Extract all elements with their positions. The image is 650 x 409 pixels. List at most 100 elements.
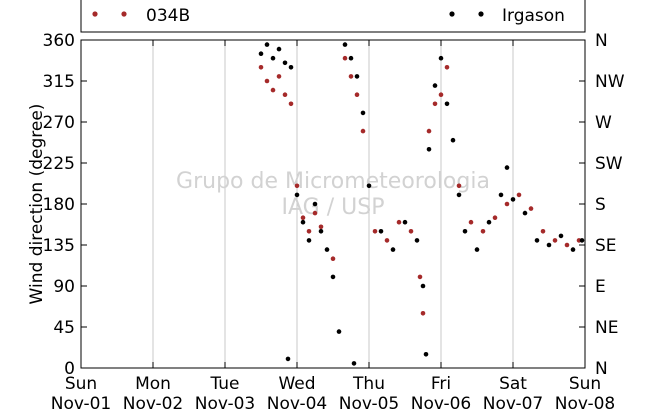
y2-tick-label: NW xyxy=(595,72,625,92)
y2-tick-label: S xyxy=(595,195,606,215)
y2-tick-label: SE xyxy=(595,236,617,256)
legend-marker-irgason xyxy=(449,11,455,17)
legend-box xyxy=(80,0,586,33)
point-irgason xyxy=(258,51,264,56)
y-tick-label: 90 xyxy=(53,277,75,297)
point-irgason xyxy=(522,210,528,216)
point-034b xyxy=(432,101,438,107)
point-034b xyxy=(468,219,474,225)
x-tick-date-label: Nov-05 xyxy=(339,394,400,409)
y2-tick-label: SW xyxy=(595,154,623,174)
x-tick-day-label: Sat xyxy=(499,374,527,394)
point-irgason xyxy=(351,361,357,366)
point-irgason xyxy=(456,192,462,198)
point-034b xyxy=(294,183,300,189)
point-034b xyxy=(438,92,444,97)
point-irgason xyxy=(318,229,324,234)
point-irgason xyxy=(390,247,396,252)
point-034b xyxy=(396,219,402,225)
point-irgason xyxy=(378,229,384,234)
point-irgason xyxy=(312,201,318,207)
point-034b xyxy=(444,65,450,70)
x-tick-day-label: Tue xyxy=(209,374,239,394)
point-irgason xyxy=(282,60,288,66)
point-034b xyxy=(564,242,570,248)
point-irgason xyxy=(270,55,276,61)
point-irgason xyxy=(285,356,291,362)
point-034b xyxy=(264,78,270,84)
x-tick-date-label: Nov-06 xyxy=(411,394,472,409)
point-irgason xyxy=(306,238,312,243)
point-irgason xyxy=(504,165,510,170)
point-irgason xyxy=(360,110,366,116)
y-tick-label: 315 xyxy=(43,72,75,92)
x-tick-date-label: Nov-08 xyxy=(555,394,616,409)
point-irgason xyxy=(534,238,540,243)
legend-label-irgason: Irgason xyxy=(502,6,565,26)
point-irgason xyxy=(498,192,504,198)
point-034b xyxy=(312,210,318,216)
x-tick-date-label: Nov-02 xyxy=(123,394,184,409)
legend-marker-034b xyxy=(121,11,127,17)
point-034b xyxy=(540,229,546,234)
y2-tick-label: NE xyxy=(595,318,618,338)
point-034b xyxy=(270,87,276,93)
y-tick-label: 0 xyxy=(64,359,75,379)
legend-label-034b: 034B xyxy=(146,6,190,26)
point-034b xyxy=(417,274,423,280)
point-034b xyxy=(282,92,288,97)
point-irgason xyxy=(366,183,372,189)
point-irgason xyxy=(336,329,342,334)
y2-tick-label: E xyxy=(595,277,606,297)
point-034b xyxy=(552,238,558,243)
point-034b xyxy=(408,229,414,234)
x-tick-day-label: Mon xyxy=(135,374,171,394)
x-tick-date-label: Nov-01 xyxy=(51,394,112,409)
point-irgason xyxy=(546,242,552,248)
x-tick-day-label: Thu xyxy=(352,374,385,394)
point-034b xyxy=(504,201,510,207)
point-034b xyxy=(258,65,264,70)
x-tick-day-label: Fri xyxy=(431,374,451,394)
point-034b xyxy=(480,229,486,234)
x-tick-day-label: Sun xyxy=(65,374,97,394)
y-tick-label: 360 xyxy=(43,31,75,51)
y2-tick-label: W xyxy=(595,113,612,133)
point-irgason xyxy=(348,55,354,61)
point-irgason xyxy=(432,83,438,88)
point-irgason xyxy=(426,147,432,152)
watermark-line-2: IAG / USP xyxy=(282,195,385,220)
x-tick-date-label: Nov-07 xyxy=(483,394,544,409)
point-034b xyxy=(420,311,426,316)
point-034b xyxy=(276,74,282,79)
point-034b xyxy=(492,215,498,220)
legend-marker-034b xyxy=(92,11,98,17)
x-tick-day-label: Sun xyxy=(569,374,601,394)
watermark-line-1: Grupo de Micrometeorologia xyxy=(176,169,490,194)
y-tick-label: 270 xyxy=(43,113,75,133)
point-034b xyxy=(288,101,294,107)
y-tick-label: 225 xyxy=(43,154,75,174)
point-irgason xyxy=(579,238,585,243)
point-034b xyxy=(348,74,354,79)
legend-marker-irgason xyxy=(478,11,484,17)
point-irgason xyxy=(330,274,336,280)
y-tick-label: 135 xyxy=(43,236,75,256)
point-irgason xyxy=(414,238,420,243)
point-irgason xyxy=(342,42,348,47)
point-irgason xyxy=(420,283,426,289)
point-irgason xyxy=(264,42,270,47)
point-irgason xyxy=(300,219,306,225)
point-irgason xyxy=(450,137,456,143)
point-irgason xyxy=(423,352,429,357)
point-034b xyxy=(384,238,390,243)
point-irgason xyxy=(324,247,330,252)
point-irgason xyxy=(558,233,564,239)
point-034b xyxy=(372,229,378,234)
y-axis-label: Wind direction (degree) xyxy=(27,104,47,305)
point-034b xyxy=(360,128,366,134)
point-irgason xyxy=(510,197,516,202)
point-034b xyxy=(318,224,324,230)
point-irgason xyxy=(354,74,360,79)
point-irgason xyxy=(438,55,444,61)
